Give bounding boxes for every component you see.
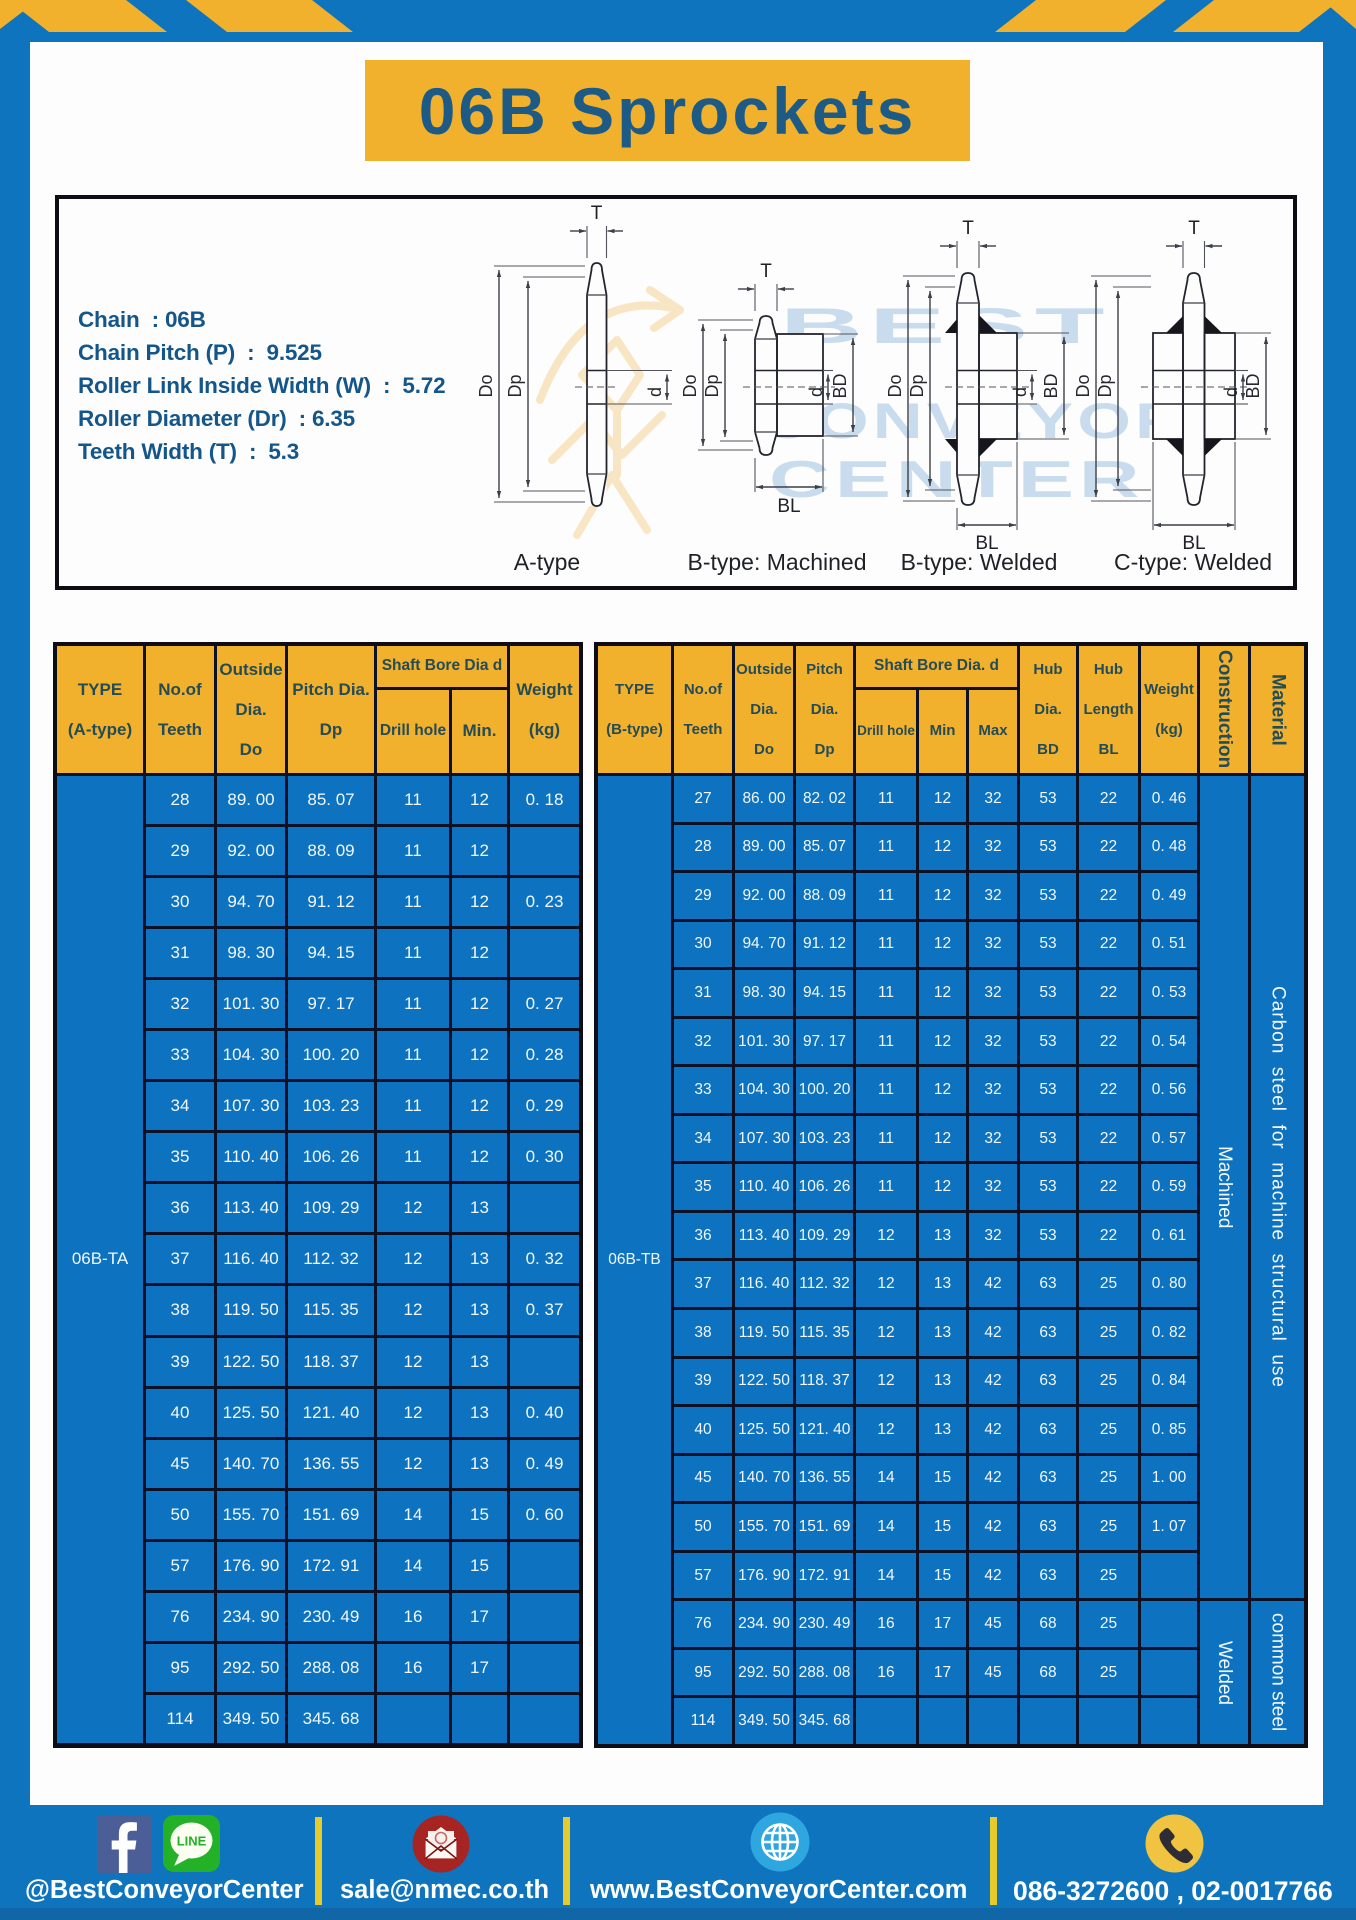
svg-text:T: T bbox=[962, 218, 974, 239]
svg-text:BD: BD bbox=[830, 373, 850, 398]
svg-text:Do: Do bbox=[476, 374, 496, 397]
svg-text:d: d bbox=[645, 387, 665, 397]
svg-text:d: d bbox=[806, 387, 826, 397]
svg-text:BL: BL bbox=[975, 533, 998, 554]
svg-text:BD: BD bbox=[1041, 373, 1061, 398]
svg-text:T: T bbox=[760, 261, 772, 282]
svg-text:B-type: Welded: B-type: Welded bbox=[901, 549, 1058, 575]
svg-text:d: d bbox=[1221, 387, 1241, 397]
svg-text:LINE: LINE bbox=[177, 1834, 207, 1849]
svg-text:Dp: Dp bbox=[702, 374, 722, 397]
svg-text:d: d bbox=[1010, 387, 1030, 397]
svg-text:A-type: A-type bbox=[514, 549, 580, 575]
svg-text:BD: BD bbox=[1243, 373, 1263, 398]
svg-text:Dp: Dp bbox=[1095, 374, 1115, 397]
svg-text:BL: BL bbox=[777, 496, 800, 517]
svg-text:Dp: Dp bbox=[907, 374, 927, 397]
svg-text:BL: BL bbox=[1182, 533, 1205, 554]
svg-text:Do: Do bbox=[885, 374, 905, 397]
svg-text:Do: Do bbox=[680, 374, 700, 397]
svg-text:T: T bbox=[1188, 218, 1200, 239]
svg-text:Dp: Dp bbox=[505, 374, 525, 397]
svg-text:Do: Do bbox=[1073, 374, 1093, 397]
svg-text:B-type: Machined: B-type: Machined bbox=[688, 549, 867, 575]
svg-text:T: T bbox=[591, 203, 603, 224]
svg-text:C-type: Welded: C-type: Welded bbox=[1114, 549, 1272, 575]
